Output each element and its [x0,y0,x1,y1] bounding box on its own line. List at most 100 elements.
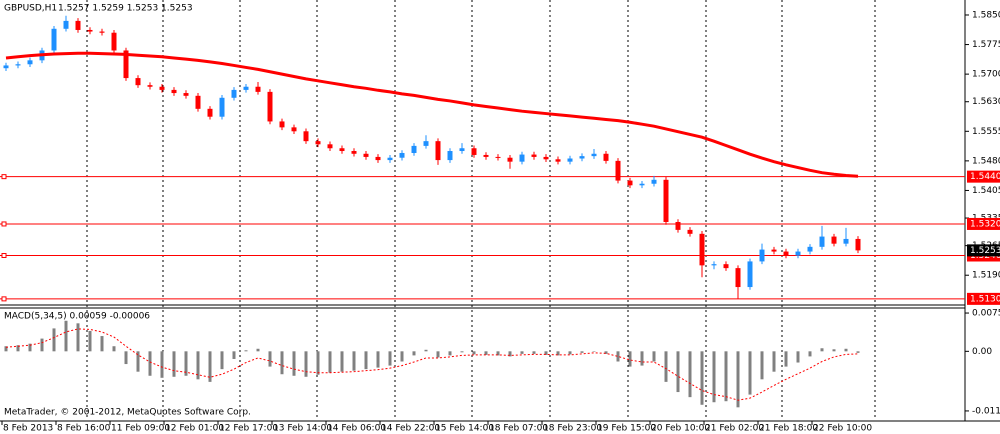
candle-body [111,32,117,51]
level-label: 1.5130 [970,294,1000,304]
candle-body [27,60,33,65]
candle-body [135,78,141,86]
candle-body [759,249,765,262]
macd-bar [256,348,260,352]
y-tick-label: 1.5630 [972,97,1000,107]
candle-body [567,158,573,162]
level-label-box [967,217,1000,230]
level-anchor [1,174,7,180]
x-tick-label: 14 Feb 22:00 [381,424,440,434]
candle-body [387,157,393,161]
macd-bar [544,351,548,355]
macd-bar [424,349,428,352]
macd-bar [496,351,500,356]
candle-body [615,160,621,181]
candle-body [627,180,633,186]
quote: 1.5257 1.5259 1.5253 1.5253 [58,4,193,14]
macd-bar [844,348,848,352]
macd-bar [640,351,644,366]
candle-body [351,151,357,154]
x-tick-label: 12 Feb 01:00 [165,424,224,434]
candle-body [195,95,201,109]
candle-body [579,156,585,159]
macd-bar [220,351,224,370]
current-price-box [967,244,1000,257]
macd-bar [4,346,8,352]
candle-body [243,86,249,90]
macd-bar [340,351,344,372]
macd-bar [532,351,536,354]
candle-body [555,159,561,162]
macd-bar [688,351,692,398]
x-tick-label: 20 Feb 10:00 [651,424,710,434]
candle-body [183,93,189,96]
candle-body [807,246,813,252]
candle-body [543,156,549,160]
x-tick-label: 8 Feb 16:00 [57,424,111,434]
candle-body [51,28,57,51]
macd-bar [172,351,176,377]
candle-body [699,233,705,266]
macd-bar [136,351,140,372]
macd-bar [28,343,32,352]
candle-body [819,236,825,247]
candle-body [831,236,837,244]
macd-bar [124,351,128,365]
level-label: 1.5440 [970,172,1000,182]
level-label-box [967,292,1000,305]
candle-body [363,153,369,157]
candle-body [651,179,657,184]
macd-bar [520,351,524,354]
candle-body [771,249,777,252]
candle-body [171,89,177,94]
macd-bar [328,351,332,373]
x-tick-label: 18 Feb 07:00 [489,424,548,434]
candle-body [843,238,849,244]
macd-bar [352,351,356,371]
candle-body [219,97,225,117]
macd-bar [412,351,416,356]
x-tick-label: 22 Feb 10:00 [813,424,872,434]
candle-body [663,179,669,222]
macd-bar [16,345,20,352]
macd-bar [796,351,800,363]
macd-bar [76,323,80,352]
candle-body [267,91,273,122]
macd-bar [196,351,200,380]
candle-body [687,229,693,234]
candle-body [87,29,93,32]
macd-bar [712,351,716,403]
macd-bar [436,351,440,358]
macd-bar [292,351,296,376]
macd-bar [772,351,776,372]
macd-bar [100,336,104,352]
candle-body [507,157,513,162]
y-tick-label: 1.5850 [972,10,1000,20]
macd-bar [388,351,392,366]
candle-body [723,264,729,269]
macd-bar [64,320,68,352]
candle-body [279,121,285,128]
candle-body [855,238,861,251]
macd-bar [736,351,740,408]
macd-bar [232,351,236,359]
macd-bar [88,330,92,352]
macd-bar [484,351,488,355]
candle-body [531,154,537,157]
x-tick-label: 14 Feb 06:00 [327,424,386,434]
macd-bar [700,351,704,405]
candle-body [63,20,69,29]
candle-body [423,141,429,146]
candle-body [675,221,681,230]
macd-bar [604,351,608,354]
macd-bar [364,351,368,370]
macd-bar [832,349,836,352]
candle-body [15,64,21,66]
macd-bar [760,351,764,380]
candle-body [147,85,153,87]
candle-body [471,148,477,155]
macd-bar [676,351,680,393]
candle-body [123,50,129,79]
macd-bar [856,351,860,353]
candle-body [435,141,441,161]
